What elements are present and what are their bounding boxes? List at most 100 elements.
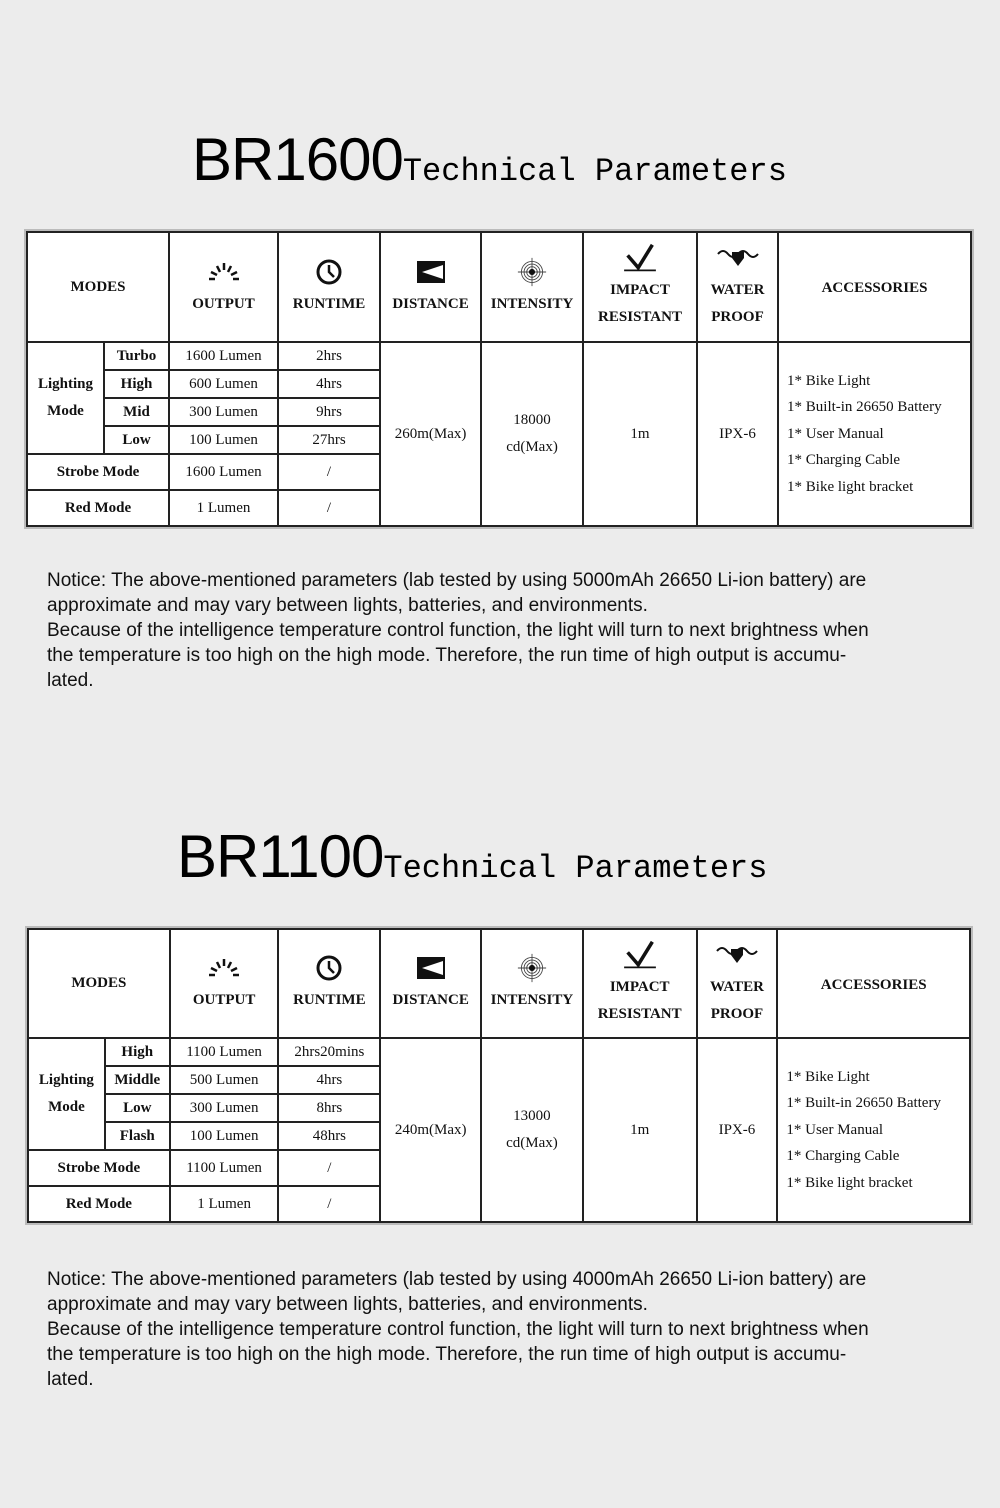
distance-beam-icon (416, 260, 445, 283)
output-value: 1600 Lumen (168, 341, 280, 371)
title-subtitle: Technical Parameters (402, 153, 787, 190)
output-value: 1100 Lumen (168, 1037, 280, 1067)
intensity-unit: cd(Max) (506, 1135, 558, 1151)
header-impact-label: IMPACT (609, 978, 670, 995)
runtime-value: / (277, 453, 382, 491)
lighting-mode-label: Lighting Mode (27, 1037, 106, 1151)
distance-value: 260m(Max) (379, 341, 483, 527)
output-value: 100 Lumen (168, 1121, 280, 1151)
runtime-value: 4hrs (277, 1065, 382, 1095)
header-impact-label: RESISTANT (597, 1005, 682, 1022)
header-distance-label: DISTANCE (392, 295, 469, 312)
header-intensity: INTENSITY (480, 928, 584, 1039)
header-distance-label: DISTANCE (392, 992, 469, 1008)
impact-value: 1m (581, 1037, 698, 1223)
header-impact: IMPACT RESISTANT (581, 928, 698, 1039)
notice-line: approximate and may vary between lights,… (47, 595, 648, 616)
table-row: Low 100 Lumen 27hrs (27, 425, 971, 455)
header-distance: DISTANCE (379, 928, 483, 1039)
header-distance: DISTANCE (379, 231, 483, 343)
spec-table: MODES OUTPUT RUNTIME DISTANCE INTENSITY … (23, 229, 975, 529)
table-row: Lighting Mode High 1100 Lumen 2hrs20mins 240m… (27, 1037, 971, 1223)
header-output: OUTPUT (168, 928, 280, 1039)
table-row: Lighting Mode Turbo 1600 Lumen 2hrs 260m(Max)… (26, 341, 973, 527)
distance-beam-icon (416, 957, 445, 979)
header-runtime: RUNTIME (277, 928, 382, 1039)
accessories-list: 1* Bike Light 1* Built-in 26650 Battery 1*… (776, 1037, 971, 1223)
header-water: WATER PROOF (695, 928, 779, 1039)
accessory-item: 1* Bike light bracket (787, 478, 914, 495)
model-name: BR1600 (192, 126, 404, 193)
label-line: Lighting (37, 376, 94, 392)
output-burst-icon (208, 262, 239, 280)
accessory-item: 1* Charging Cable (786, 1148, 900, 1165)
notice-line: approximate and may vary between lights,… (47, 1294, 648, 1315)
output-burst-icon (209, 959, 240, 977)
section-title: BR1600Technical Parameters (192, 125, 787, 194)
accessory-item: 1* User Manual (786, 1121, 884, 1138)
table-row: Middle 500 Lumen 4hrs (28, 1065, 970, 1095)
runtime-value: 2hrs (277, 341, 382, 371)
mode-name: Low (102, 425, 171, 455)
label-line: Mode (47, 403, 84, 419)
mode-name: Low (103, 1093, 171, 1123)
notice-line: lated. (47, 670, 94, 691)
runtime-value: 9hrs (277, 397, 382, 427)
output-value: 1600 Lumen (168, 453, 280, 491)
output-value: 100 Lumen (168, 425, 280, 455)
header-intensity-label: INTENSITY (490, 295, 574, 312)
table-row: Flash 100 Lumen 48hrs (28, 1121, 970, 1151)
runtime-value: / (277, 489, 382, 527)
mode-name: Turbo (102, 341, 171, 371)
mode-name: Mid (102, 397, 171, 427)
accessories-list: 1* Bike Light 1* Built-in 26650 Battery 1*… (777, 341, 973, 527)
table-row: Red Mode 1 Lumen / (25, 489, 971, 527)
mode-name: High (102, 369, 171, 399)
table-row: Strobe Mode 1100 Lumen / (27, 1149, 970, 1187)
title-subtitle: Technical Parameters (383, 850, 768, 887)
table-row: Red Mode 1 Lumen / (27, 1185, 970, 1223)
table-row: High 600 Lumen 4hrs (27, 369, 971, 399)
output-value: 500 Lumen (168, 1065, 280, 1095)
accessory-item: 1* User Manual (787, 425, 884, 442)
runtime-clock-icon (316, 955, 342, 981)
notice-text: Notice: The above-mentioned parameters (… (47, 1267, 962, 1392)
model-name: BR1100 (177, 823, 384, 890)
header-runtime-label: RUNTIME (292, 295, 366, 312)
impact-check-icon (623, 940, 656, 968)
impact-check-icon (624, 243, 656, 272)
output-value: 300 Lumen (168, 397, 280, 427)
waterproof-drop-icon (716, 250, 759, 266)
header-runtime-label: RUNTIME (293, 992, 366, 1008)
intensity-target-icon (517, 953, 547, 983)
header-impact-label: RESISTANT (598, 309, 682, 325)
intensity-number: 18000 (513, 412, 551, 428)
mode-name: Red Mode (27, 1185, 171, 1223)
header-output-label: OUTPUT (192, 992, 256, 1008)
output-value: 1 Lumen (168, 489, 280, 527)
table-row: Low 300 Lumen 8hrs (28, 1093, 970, 1123)
notice-text: Notice: The above-mentioned parameters (… (47, 568, 962, 693)
notice-line: Because of the intelligence temperature … (47, 1319, 869, 1340)
header-water: WATER PROOF (696, 231, 780, 343)
header-intensity-label: INTENSITY (490, 992, 574, 1008)
accessory-item: 1* Bike Light (786, 1068, 870, 1085)
output-value: 600 Lumen (168, 369, 280, 399)
notice-line: the temperature is too high on the high … (47, 645, 847, 666)
accessory-item: 1* Charging Cable (787, 452, 901, 469)
notice-line: Notice: The above-mentioned parameters (… (47, 570, 867, 591)
runtime-value: 8hrs (277, 1093, 382, 1123)
output-value: 1 Lumen (168, 1185, 280, 1223)
runtime-value: 2hrs20mins (277, 1037, 382, 1067)
intensity-number: 13000 (513, 1108, 551, 1124)
accessory-item: 1* Built-in 26650 Battery (786, 1095, 941, 1112)
accessory-item: 1* Bike Light (787, 372, 871, 389)
runtime-value: 4hrs (277, 369, 382, 399)
header-water-label: WATER (710, 978, 764, 995)
distance-value: 240m(Max) (379, 1037, 483, 1223)
header-intensity: INTENSITY (480, 231, 585, 343)
notice-line: Notice: The above-mentioned parameters (… (47, 1269, 867, 1290)
output-value: 1100 Lumen (168, 1149, 280, 1187)
notice-line: lated. (47, 1369, 94, 1390)
intensity-value: 18000 cd(Max) (480, 341, 585, 527)
